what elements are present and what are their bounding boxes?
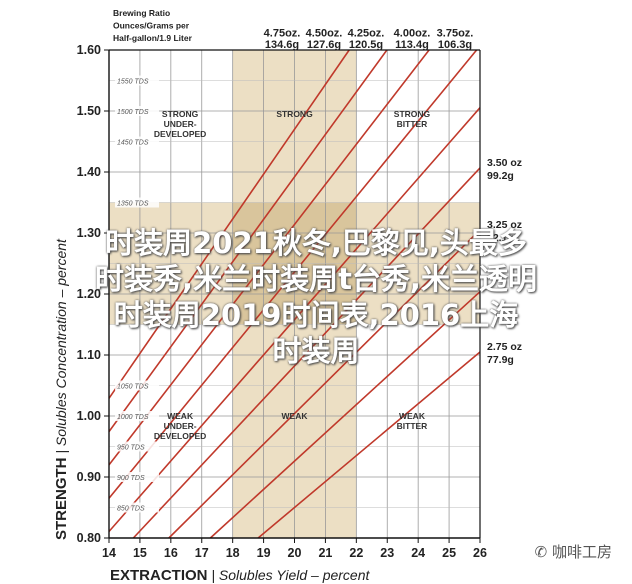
- header-value: 4.25oz.: [348, 28, 385, 40]
- region-label: UNDER-: [164, 119, 197, 129]
- tds-label: 1450 TDS: [117, 140, 149, 147]
- region-label: UNDER-: [164, 421, 197, 431]
- brewing-ratio-header: Brewing Ratio Ounces/Grams per 4.75oz. 4.50…: [113, 8, 473, 51]
- tds-label-bg: [115, 411, 159, 421]
- tds-label: 1550 TDS: [117, 79, 149, 86]
- tds-label: 950 TDS: [117, 445, 145, 452]
- right-label-bottom: 99.2g: [487, 170, 514, 182]
- region-label: DEVELOPED: [154, 129, 206, 139]
- tds-label: 900 TDS: [117, 475, 145, 482]
- x-axis-title: EXTRACTION | Solubles Yield – percent: [110, 567, 371, 584]
- x-tick-label: 18: [226, 546, 240, 560]
- y-axis-title: STRENGTH | Solubles Concentration – perc…: [53, 238, 70, 540]
- header-row-label: Brewing Ratio: [113, 8, 170, 18]
- tds-label-bg: [115, 441, 159, 452]
- header-value: 120.5g: [349, 39, 383, 51]
- region-label: BITTER: [397, 421, 428, 431]
- right-label-bottom: 77.9g: [487, 354, 514, 366]
- x-tick-label: 22: [349, 546, 363, 560]
- x-tick-label: 25: [442, 546, 456, 560]
- header-value: 4.75oz.: [264, 28, 301, 40]
- right-label-top: 2.75 oz: [487, 341, 522, 353]
- right-label-bottom: 92.1g: [487, 232, 514, 244]
- tds-label-bg: [115, 380, 159, 391]
- x-tick-label: 24: [411, 546, 425, 560]
- tds-label-bg: [115, 197, 159, 208]
- region-label: STRONG: [162, 109, 199, 119]
- x-tick-label: 17: [195, 546, 209, 560]
- header-value: 106.3g: [438, 39, 472, 51]
- wechat-badge: ✆ 咖啡工房: [535, 541, 612, 562]
- tds-label: 1350 TDS: [117, 201, 149, 208]
- right-label-top: 3.25 oz: [487, 219, 522, 231]
- header-value: 134.6g: [265, 39, 299, 51]
- x-tick-label: 19: [257, 546, 271, 560]
- y-tick-label: 1.30: [77, 226, 101, 240]
- y-tick-label: 1.00: [77, 409, 101, 423]
- header-value: 4.00oz.: [394, 28, 431, 40]
- x-tick-label: 20: [288, 546, 302, 560]
- ratio-line-9: [257, 351, 481, 539]
- x-tick-label: 23: [380, 546, 394, 560]
- ratio-line-6: [132, 167, 481, 539]
- tds-label-bg: [115, 75, 159, 86]
- x-tick-label: 15: [133, 546, 147, 560]
- tds-label: 1500 TDS: [117, 109, 149, 116]
- tds-label: 850 TDS: [117, 506, 145, 513]
- ratio-line-3: [108, 49, 430, 466]
- region-label: STRONG: [276, 109, 313, 119]
- y-tick-label: 1.60: [77, 43, 101, 57]
- grid: [109, 50, 480, 538]
- y-tick-label: 0.90: [77, 470, 101, 484]
- tds-label-bg: [115, 472, 159, 482]
- wechat-label: 咖啡工房: [551, 543, 612, 561]
- region-label: WEAK: [399, 411, 426, 421]
- right-label-top: 3.50 oz: [487, 157, 522, 169]
- tds-label: 1050 TDS: [117, 384, 149, 391]
- ratio-line-7: [168, 229, 481, 539]
- ratio-lines: [108, 49, 481, 539]
- header-value: 113.4g: [395, 39, 429, 51]
- header-value: 4.50oz.: [306, 28, 343, 40]
- y-tick-label: 1.10: [77, 348, 101, 362]
- x-tick-label: 16: [164, 546, 178, 560]
- wechat-icon: ✆: [534, 543, 548, 561]
- header-value: 127.6g: [307, 39, 341, 51]
- header-row-label: Ounces/Grams per: [113, 21, 190, 31]
- header-value: 3.75oz.: [437, 28, 474, 40]
- region-label: WEAK: [282, 411, 309, 421]
- y-tick-label: 1.20: [77, 287, 101, 301]
- region-label: DEVELOPED: [154, 431, 206, 441]
- x-tick-label: 21: [318, 546, 332, 560]
- tds-label-bg: [115, 106, 159, 116]
- header-row-label: Half-gallon/1.9 Liter: [113, 33, 193, 43]
- y-tick-label: 0.80: [77, 531, 101, 545]
- ratio-line-8: [209, 291, 481, 539]
- region-label: WEAK: [167, 411, 194, 421]
- x-tick-label: 14: [102, 546, 116, 560]
- region-label: BITTER: [397, 119, 428, 129]
- tds-label-bg: [115, 136, 159, 147]
- ratio-line-1: [108, 49, 350, 399]
- tds-label-bg: [115, 502, 159, 513]
- tds-label: 1000 TDS: [117, 414, 149, 421]
- axes: 14 15 16 17 18 19 20 21 22 23 24 25 26 0.80 0.90 1.00 1.…: [53, 43, 487, 584]
- tds-labels: 1550 TDS 1500 TDS 1450 TDS 1350 TDS 1050 TDS…: [115, 75, 159, 513]
- y-tick-label: 1.40: [77, 165, 101, 179]
- ratio-line-2: [108, 49, 388, 433]
- region-label: STRONG: [394, 109, 431, 119]
- y-tick-label: 1.50: [77, 104, 101, 118]
- ratio-line-4: [108, 49, 478, 499]
- ratio-line-5: [108, 107, 481, 533]
- x-tick-label: 26: [473, 546, 487, 560]
